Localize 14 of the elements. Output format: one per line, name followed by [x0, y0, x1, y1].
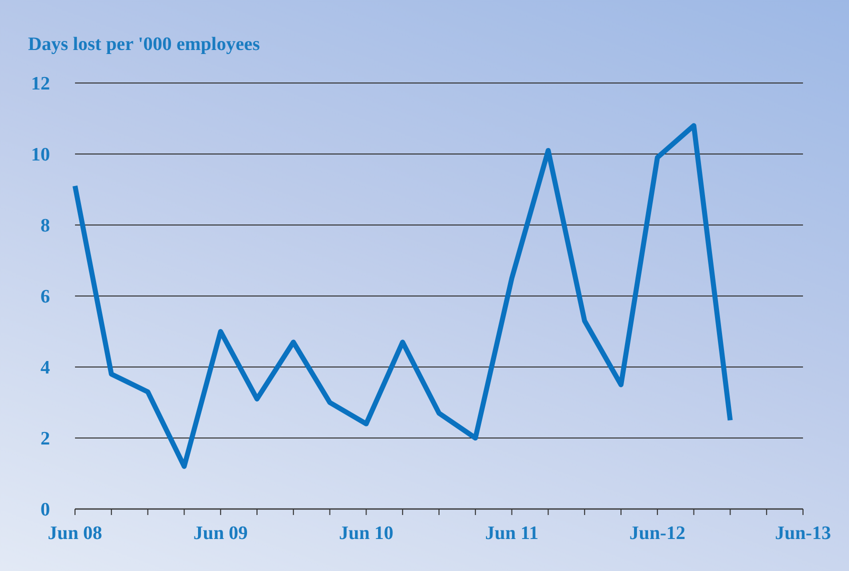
y-tick-label: 8 — [40, 216, 50, 237]
x-tick-label: Jun-12 — [629, 523, 686, 544]
x-tick-label: Jun 09 — [193, 523, 248, 544]
x-tick-label: Jun-13 — [775, 523, 831, 544]
y-tick-label: 0 — [40, 500, 50, 521]
y-tick-label: 6 — [40, 286, 50, 308]
y-tick-label: 12 — [31, 74, 50, 95]
y-tick-label: 10 — [31, 144, 50, 166]
x-tick-label: Jun 11 — [485, 523, 538, 544]
chart-title: Days lost per '000 employees — [28, 34, 260, 55]
x-tick-label: Jun 10 — [339, 523, 394, 544]
x-tick-label: Jun 08 — [48, 523, 102, 544]
y-tick-label: 4 — [40, 358, 50, 379]
y-tick-label: 2 — [40, 428, 50, 450]
